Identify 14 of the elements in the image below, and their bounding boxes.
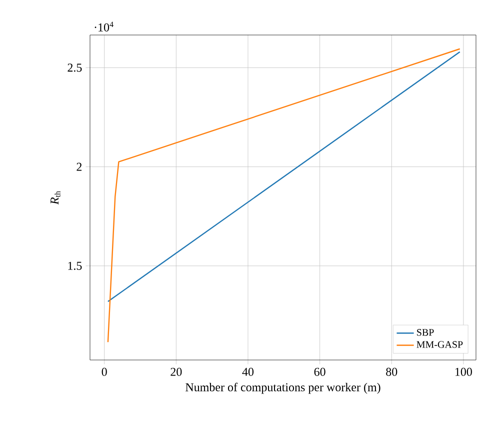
x-tick-label: 40 bbox=[242, 368, 254, 376]
x-axis-title: Number of computations per worker (m) bbox=[186, 382, 380, 394]
x-tick-label: 80 bbox=[386, 368, 398, 376]
x-tick-label: 20 bbox=[170, 368, 182, 376]
legend-label: MM-GASP bbox=[416, 341, 463, 348]
y-tick-label: 2 bbox=[76, 162, 82, 171]
y-tick-label: 1.5 bbox=[68, 262, 82, 270]
x-tick-label: 60 bbox=[314, 368, 326, 376]
x-tick-label: 0 bbox=[102, 368, 107, 376]
x-tick-label: 100 bbox=[455, 368, 472, 376]
y-tick-label: 2.5 bbox=[68, 64, 82, 72]
y-axis-title: R$_{th}$ bbox=[50, 191, 60, 205]
legend-label: SBP bbox=[417, 329, 434, 336]
text: ·10$^{4}$ bbox=[94, 22, 114, 32]
